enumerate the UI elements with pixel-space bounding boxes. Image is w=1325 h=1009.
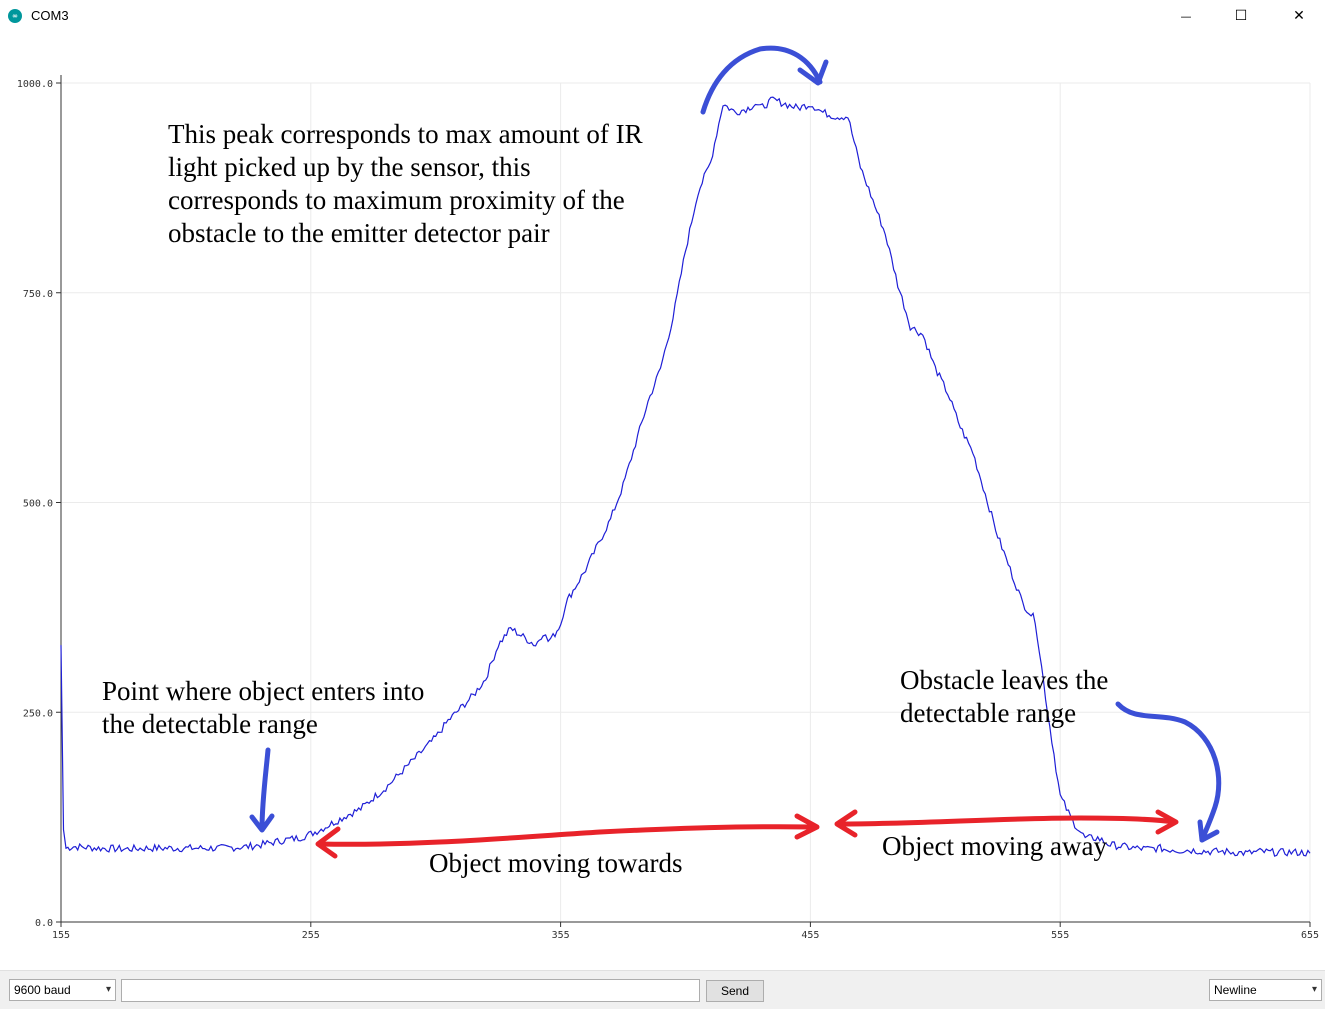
maximize-icon: ☐ [1234,8,1248,24]
leave-text-line-2: detectable range [900,698,1076,728]
y-tick-label: 0.0 [35,918,53,929]
towards-text: Object moving towards [429,848,682,878]
minimize-button[interactable]: — [1157,0,1215,32]
away-text: Object moving away [882,831,1107,861]
y-tick-label: 500.0 [23,499,53,510]
enter-text-line-2: the detectable range [102,709,318,739]
send-button[interactable]: Send [706,980,764,1002]
peak-text-line-1: This peak corresponds to max amount of I… [168,119,643,149]
minimize-icon: — [1180,9,1192,23]
enter-text-line-1: Point where object enters into [102,676,424,706]
peak-text-line-2: light picked up by the sensor, this [168,152,531,182]
plot-svg: 0.0 250.0 500.0 750.0 1000.0 155 255 355 455 555 6… [17,45,1319,941]
x-tick-label: 155 [52,930,70,941]
baud-rate-select[interactable]: 9600 baud ▾ [9,979,116,1001]
y-tick-label: 1000.0 [17,79,53,90]
leave-text-line-1: Obstacle leaves the [900,665,1108,695]
axes [56,75,1311,927]
towards-arrow-head-left [315,826,341,859]
series-line [60,96,1311,857]
x-tick-label: 255 [302,930,320,941]
towards-arrow-head-right [794,813,820,840]
line-ending-value: Newline [1214,983,1257,997]
bottom-toolbar: 9600 baud ▾ Send Newline ▾ [0,970,1325,1009]
window-title: COM3 [31,8,69,23]
baud-rate-value: 9600 baud [14,983,71,997]
peak-text-line-4: obstacle to the emitter detector pair [168,218,550,248]
serial-plotter: 0.0 250.0 500.0 750.0 1000.0 155 255 355 455 555 6… [0,32,1325,970]
x-tick-label: 355 [552,930,570,941]
enter-arrow [259,747,271,832]
serial-input[interactable] [121,979,700,1002]
peak-text-line-3: corresponds to maximum proximity of the [168,185,625,215]
maximize-button[interactable]: ☐ [1212,0,1270,32]
chevron-down-icon: ▾ [105,984,111,995]
away-arrow [835,815,1178,827]
grid [61,82,1311,922]
x-tick-label: 655 [1301,930,1319,941]
enter-arrow-head [249,813,275,833]
close-icon: ✕ [1293,8,1305,24]
x-tick-label: 455 [801,930,819,941]
y-tick-label: 750.0 [23,289,53,300]
peak-arrow-head [797,59,829,86]
leave-arrow [1115,701,1222,843]
tick-labels: 0.0 250.0 500.0 750.0 1000.0 155 255 355 455 555 6… [17,79,1319,941]
arduino-icon: ∞ [8,9,22,23]
leave-arrow-head [1197,819,1220,843]
peak-arrow [700,45,823,115]
away-arrow-head-right [1155,809,1179,835]
x-tick-label: 555 [1051,930,1069,941]
line-ending-select[interactable]: Newline ▾ [1209,979,1322,1001]
enter-annotation: Point where object enters into the detec… [102,676,424,739]
close-button[interactable]: ✕ [1270,0,1325,32]
title-bar: ∞ COM3 — ☐ ✕ [0,0,1325,32]
peak-annotation: This peak corresponds to max amount of I… [168,119,643,248]
away-arrow-head-left [834,809,858,838]
towards-arrow [317,824,818,847]
y-tick-label: 250.0 [23,708,53,719]
chevron-down-icon: ▾ [1311,984,1317,995]
leave-annotation: Obstacle leaves the detectable range [900,665,1108,728]
